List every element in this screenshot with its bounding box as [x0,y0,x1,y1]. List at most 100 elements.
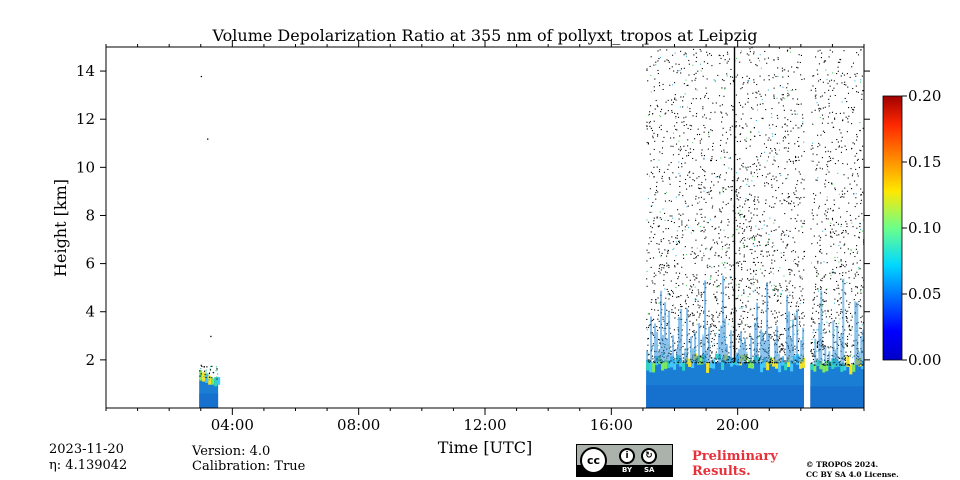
noise-point [737,206,739,209]
noise-point [732,288,734,290]
noise-point [670,200,672,202]
noise-point [753,135,756,137]
noise-point [830,362,832,364]
noise-point [756,172,758,175]
noise-point [681,163,683,165]
noise-point [687,106,689,108]
noise-point [774,219,776,221]
noise-point [687,227,690,229]
y-tick-label: 2 [85,351,95,369]
noise-point [834,162,836,165]
noise-point [728,257,730,259]
noise-point [674,349,676,352]
noise-point [791,295,794,297]
noise-point [709,187,712,189]
noise-point [860,292,862,294]
noise-point [812,307,814,309]
noise-point [739,205,741,207]
noise-point [667,60,669,62]
noise-point [774,250,776,252]
noise-point [692,229,694,232]
noise-point [695,115,697,117]
noise-point [647,197,649,200]
noise-point [745,167,747,169]
noise-point [715,271,717,274]
noise-point [647,344,649,346]
noise-point [745,358,748,360]
noise-point [792,291,794,293]
noise-point [776,316,779,318]
noise-point [819,250,821,252]
noise-point [655,198,657,200]
noise-point [816,358,818,360]
noise-point [742,238,744,240]
noise-point [648,252,650,254]
noise-point [746,137,748,139]
noise-point [746,245,748,248]
noise-point [667,168,669,171]
noise-point [821,52,823,54]
noise-point [862,286,864,288]
noise-point [673,362,675,364]
noise-point [649,188,651,190]
noise-point [850,329,852,332]
noise-point [649,237,651,239]
noise-point [856,133,858,136]
noise-point [747,278,749,280]
noise-point [787,174,789,176]
noise-point [834,329,836,331]
noise-point [767,156,770,158]
noise-point [838,362,840,364]
noise-point [797,305,800,308]
noise-point [678,153,680,155]
noise-point [741,127,743,129]
noise-point [798,159,800,161]
noise-point [821,280,823,282]
cloud-top-fringe [822,365,826,373]
noise-point [718,314,720,316]
noise-point [694,279,696,281]
noise-point [665,191,668,193]
noise-point [760,67,762,69]
noise-point [855,197,857,199]
noise-point [693,330,695,332]
noise-point [833,199,835,201]
noise-point [717,181,719,183]
noise-point [786,200,788,203]
noise-point [756,299,758,301]
noise-point [675,255,677,257]
noise-point [774,160,776,162]
noise-point [662,264,664,266]
noise-point [689,329,691,331]
plume [778,353,781,363]
noise-point [677,113,679,115]
noise-point [672,145,674,147]
noise-point [772,242,774,244]
noise-point [817,273,819,275]
noise-point [700,296,703,298]
noise-point [663,171,665,173]
noise-point [856,91,858,93]
noise-point [834,187,836,189]
noise-point [745,348,747,350]
noise-point [672,304,675,306]
noise-point [657,297,659,299]
noise-point [798,338,800,340]
noise-point [681,329,683,331]
noise-point [672,101,675,103]
noise-point [663,279,665,281]
plume [828,351,831,365]
noise-point [721,121,723,123]
noise-point [716,279,718,281]
noise-point [711,156,713,158]
noise-point [682,213,684,215]
noise-point [711,65,713,67]
noise-point [704,187,706,189]
noise-point [801,276,803,278]
noise-point [773,245,775,247]
noise-point [698,197,700,199]
noise-point [672,217,674,219]
noise-point [845,84,847,86]
noise-point [710,360,712,362]
noise-point [653,86,655,88]
